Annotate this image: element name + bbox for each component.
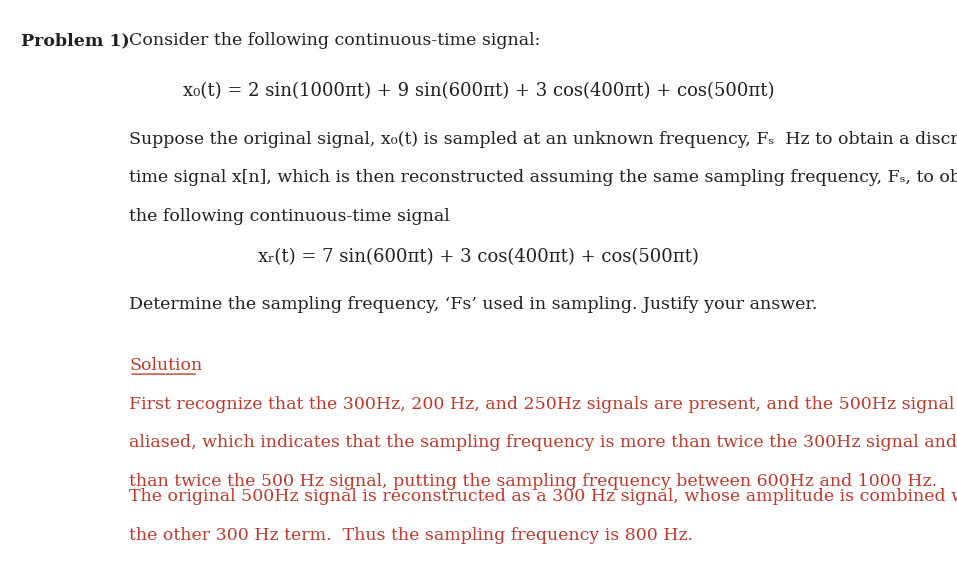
Text: x₀(t) = 2 sin(1000πt) + 9 sin(600πt) + 3 cos(400πt) + cos(500πt): x₀(t) = 2 sin(1000πt) + 9 sin(600πt) + 3… <box>183 82 774 100</box>
Text: aliased, which indicates that the sampling frequency is more than twice the 300H: aliased, which indicates that the sampli… <box>129 434 957 451</box>
Text: the following continuous-time signal: the following continuous-time signal <box>129 208 450 225</box>
Text: the other 300 Hz term.  Thus the sampling frequency is 800 Hz.: the other 300 Hz term. Thus the sampling… <box>129 527 693 544</box>
Text: time signal x[n], which is then reconstructed assuming the same sampling frequen: time signal x[n], which is then reconstr… <box>129 169 957 186</box>
Text: Determine the sampling frequency, ‘Fs’ used in sampling. Justify your answer.: Determine the sampling frequency, ‘Fs’ u… <box>129 296 817 313</box>
Text: First recognize that the 300Hz, 200 Hz, and 250Hz signals are present, and the 5: First recognize that the 300Hz, 200 Hz, … <box>129 396 957 412</box>
Text: Problem 1): Problem 1) <box>21 32 130 49</box>
Text: The original 500Hz signal is reconstructed as a 300 Hz signal, whose amplitude i: The original 500Hz signal is reconstruct… <box>129 488 957 505</box>
Text: than twice the 500 Hz signal, putting the sampling frequency between 600Hz and 1: than twice the 500 Hz signal, putting th… <box>129 473 937 490</box>
Text: Suppose the original signal, x₀(t) is sampled at an unknown frequency, Fₛ  Hz to: Suppose the original signal, x₀(t) is sa… <box>129 130 957 147</box>
Text: Consider the following continuous-time signal:: Consider the following continuous-time s… <box>129 32 541 49</box>
Text: Solution: Solution <box>129 357 203 374</box>
Text: xᵣ(t) = 7 sin(600πt) + 3 cos(400πt) + cos(500πt): xᵣ(t) = 7 sin(600πt) + 3 cos(400πt) + co… <box>258 248 699 266</box>
